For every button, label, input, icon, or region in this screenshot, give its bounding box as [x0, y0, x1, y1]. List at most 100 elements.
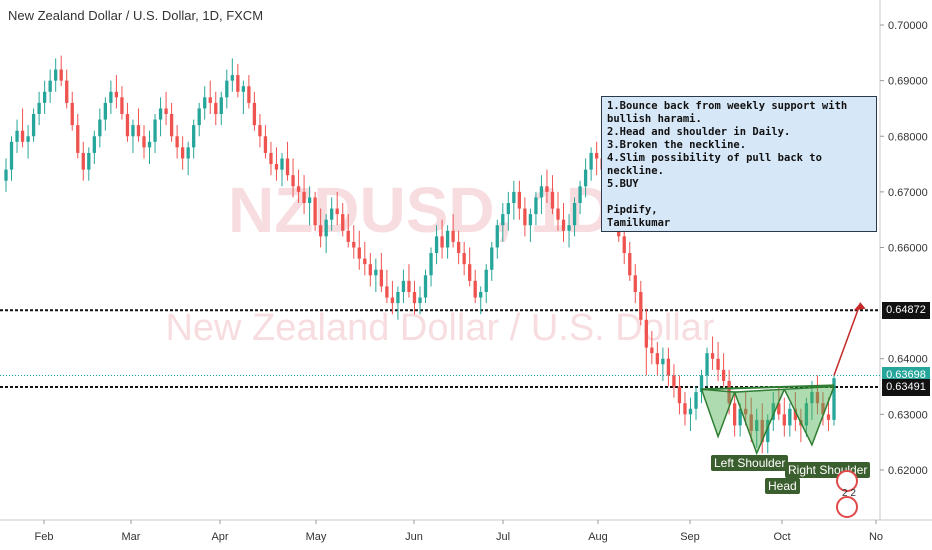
- candle-body: [506, 202, 510, 215]
- candle-body: [186, 147, 190, 159]
- price-tick-label: 0.66000: [888, 242, 928, 254]
- candle-body: [561, 219, 566, 231]
- candle-body: [341, 214, 345, 231]
- time-tick-label: Aug: [588, 531, 608, 543]
- candle-body: [114, 91, 119, 98]
- candle-body: [826, 414, 831, 420]
- candle-body: [136, 125, 141, 137]
- candle-body: [655, 353, 660, 365]
- candle-body: [639, 291, 643, 320]
- time-tick-label: Mar: [122, 531, 141, 543]
- candle-body: [589, 152, 593, 170]
- candle-body: [495, 225, 499, 248]
- candle-body: [429, 253, 433, 276]
- candle-body: [732, 403, 737, 426]
- candle-body: [815, 392, 820, 404]
- candle-body: [269, 152, 273, 165]
- calendar-flag-icon[interactable]: [836, 496, 858, 518]
- candle-body: [512, 191, 516, 203]
- candle-body: [203, 97, 207, 109]
- candle-body: [523, 208, 527, 226]
- candle-body: [445, 230, 450, 248]
- candle-body: [539, 186, 544, 198]
- candle-body: [832, 378, 836, 420]
- candle-body: [473, 280, 477, 298]
- candle-body: [628, 253, 632, 276]
- candle-body: [407, 280, 411, 292]
- candle-body: [782, 414, 786, 426]
- candle-body: [534, 197, 538, 215]
- candle-body: [550, 191, 555, 209]
- candle-body: [583, 169, 588, 187]
- candle-body: [804, 403, 809, 426]
- candle-body: [517, 191, 522, 209]
- candle-body: [440, 236, 444, 248]
- candle-body: [197, 108, 201, 126]
- candle-body: [633, 275, 637, 292]
- candle-body: [572, 202, 577, 226]
- candle-body: [192, 125, 196, 148]
- candle-body: [545, 186, 549, 192]
- candle-body: [31, 114, 36, 137]
- candle-body: [214, 102, 218, 115]
- candle-body: [48, 80, 52, 92]
- candle-body: [296, 186, 301, 192]
- candle-body: [241, 86, 246, 92]
- candle-body: [468, 264, 472, 281]
- candle-body: [710, 353, 715, 359]
- candle-body: [385, 286, 389, 298]
- candle-body: [9, 141, 14, 170]
- time-tick-label: Feb: [35, 531, 54, 543]
- candle-body: [330, 208, 334, 220]
- candle-body: [346, 230, 350, 242]
- candle-body: [650, 347, 654, 354]
- time-tick-label: Oct: [773, 531, 790, 543]
- event-count: 2 2: [842, 488, 856, 499]
- candle-body: [694, 392, 698, 409]
- candle-body: [379, 269, 384, 287]
- candle-body: [70, 102, 74, 126]
- right-shoulder-label: Right Shoulder: [785, 462, 871, 478]
- candle-body: [672, 375, 676, 387]
- candle-body: [252, 102, 257, 126]
- left-shoulder-label: Left Shoulder: [711, 455, 789, 471]
- candle-body: [20, 130, 25, 142]
- candle-body: [318, 225, 323, 237]
- candle-body: [793, 408, 798, 420]
- candle-body: [164, 108, 168, 115]
- time-tick-label: No: [869, 531, 883, 543]
- analysis-note[interactable]: 1.Bounce back from weekly support with b…: [601, 96, 877, 232]
- head-label: Head: [765, 478, 800, 494]
- candle-body: [771, 403, 775, 420]
- candle-body: [147, 141, 152, 148]
- pattern-head: [733, 388, 786, 456]
- event-marker-icon[interactable]: [836, 470, 858, 492]
- candle-body: [677, 386, 682, 404]
- pattern-right-shoulder: [783, 385, 836, 447]
- candle-body: [699, 375, 704, 393]
- candle-body: [755, 419, 759, 432]
- candle-body: [142, 136, 146, 148]
- candle-body: [208, 97, 212, 103]
- candle-body: [760, 419, 764, 443]
- candle-body: [777, 403, 781, 415]
- candle-body: [81, 152, 85, 170]
- candle-body: [280, 158, 284, 170]
- candle-body: [479, 291, 483, 298]
- candle-body: [153, 119, 157, 142]
- candle-body: [65, 80, 69, 103]
- candle-body: [451, 230, 455, 242]
- candle-body: [109, 91, 113, 103]
- pattern-left-shoulder: [700, 388, 736, 439]
- candle-body: [274, 164, 279, 170]
- projection-arrow-head: [853, 302, 866, 311]
- candle-body: [501, 214, 505, 226]
- candle-body: [302, 191, 306, 203]
- candle-body: [247, 86, 251, 103]
- projection-arrow-shaft: [833, 302, 862, 376]
- candle-body: [810, 392, 814, 404]
- candle-body: [644, 319, 648, 348]
- candle-body: [374, 269, 378, 276]
- candle-body: [285, 158, 290, 176]
